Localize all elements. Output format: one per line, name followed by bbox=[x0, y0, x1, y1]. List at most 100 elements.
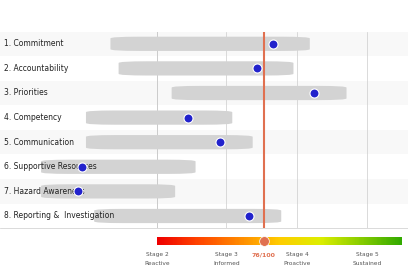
Bar bbox=[359, 237, 360, 245]
Bar bbox=[306, 237, 307, 245]
Bar bbox=[312, 237, 313, 245]
Bar bbox=[164, 237, 165, 245]
Bar bbox=[263, 237, 264, 245]
Bar bbox=[327, 237, 328, 245]
Bar bbox=[320, 237, 321, 245]
Bar bbox=[385, 237, 386, 245]
Bar bbox=[346, 237, 347, 245]
Text: Reactive: Reactive bbox=[144, 261, 170, 266]
Bar bbox=[162, 237, 163, 245]
Bar bbox=[292, 237, 293, 245]
Bar bbox=[0, 155, 408, 179]
FancyBboxPatch shape bbox=[119, 61, 293, 76]
Bar bbox=[221, 237, 222, 245]
Bar bbox=[376, 237, 377, 245]
Bar bbox=[298, 237, 299, 245]
Bar bbox=[387, 237, 388, 245]
Text: 76/100: 76/100 bbox=[252, 252, 276, 257]
Bar bbox=[392, 237, 393, 245]
Bar bbox=[290, 237, 291, 245]
Bar bbox=[368, 237, 369, 245]
Bar bbox=[282, 237, 283, 245]
Bar bbox=[277, 237, 278, 245]
Bar bbox=[187, 237, 188, 245]
Bar bbox=[401, 237, 402, 245]
Bar bbox=[242, 237, 243, 245]
Text: Stage 5: Stage 5 bbox=[356, 252, 379, 257]
Bar bbox=[186, 237, 187, 245]
Bar bbox=[377, 237, 378, 245]
Bar bbox=[206, 237, 207, 245]
Bar bbox=[305, 237, 306, 245]
Bar bbox=[280, 237, 281, 245]
Bar bbox=[386, 237, 387, 245]
Bar bbox=[219, 237, 220, 245]
Bar bbox=[397, 237, 398, 245]
Bar bbox=[328, 237, 329, 245]
Bar bbox=[317, 237, 318, 245]
Text: CultureSight Maturity: CultureSight Maturity bbox=[224, 11, 341, 20]
Bar bbox=[248, 237, 249, 245]
Bar bbox=[314, 237, 315, 245]
Bar bbox=[315, 237, 316, 245]
Bar bbox=[214, 237, 215, 245]
Bar bbox=[370, 237, 371, 245]
Bar bbox=[236, 237, 237, 245]
Bar bbox=[201, 237, 202, 245]
Bar bbox=[160, 237, 161, 245]
Bar bbox=[229, 237, 230, 245]
Text: 3. Priorities: 3. Priorities bbox=[4, 88, 48, 97]
Bar bbox=[294, 237, 295, 245]
FancyBboxPatch shape bbox=[111, 37, 310, 51]
Bar bbox=[259, 237, 260, 245]
Bar bbox=[366, 237, 367, 245]
Bar bbox=[198, 237, 199, 245]
Bar bbox=[176, 237, 177, 245]
Bar bbox=[179, 237, 180, 245]
Bar bbox=[374, 237, 375, 245]
Bar bbox=[331, 237, 332, 245]
Bar bbox=[211, 237, 212, 245]
Bar bbox=[228, 237, 229, 245]
Bar bbox=[240, 237, 241, 245]
Bar bbox=[227, 237, 228, 245]
Bar bbox=[230, 237, 231, 245]
Bar bbox=[373, 237, 374, 245]
Bar bbox=[189, 237, 190, 245]
Bar bbox=[354, 237, 355, 245]
Bar bbox=[234, 237, 235, 245]
Bar bbox=[360, 237, 361, 245]
Bar bbox=[167, 237, 168, 245]
Bar bbox=[291, 237, 292, 245]
Bar bbox=[250, 237, 251, 245]
FancyBboxPatch shape bbox=[41, 160, 195, 174]
Bar bbox=[208, 237, 209, 245]
Bar bbox=[283, 237, 284, 245]
Bar bbox=[311, 237, 312, 245]
Bar bbox=[285, 237, 286, 245]
Bar bbox=[174, 237, 175, 245]
Bar bbox=[241, 237, 242, 245]
Bar bbox=[381, 237, 382, 245]
Bar bbox=[191, 237, 192, 245]
Bar bbox=[245, 237, 246, 245]
Bar bbox=[165, 237, 166, 245]
Bar bbox=[180, 237, 181, 245]
Bar bbox=[266, 237, 267, 245]
Bar bbox=[197, 237, 198, 245]
Bar bbox=[357, 237, 358, 245]
Text: 1. Commitment: 1. Commitment bbox=[4, 39, 64, 48]
Bar bbox=[194, 237, 195, 245]
Bar bbox=[352, 237, 353, 245]
Bar bbox=[319, 237, 320, 245]
Bar bbox=[193, 237, 194, 245]
Text: 8. Reporting &  Investigation: 8. Reporting & Investigation bbox=[4, 211, 114, 221]
Bar bbox=[398, 237, 399, 245]
Bar bbox=[363, 237, 364, 245]
Bar bbox=[350, 237, 351, 245]
Bar bbox=[251, 237, 252, 245]
Bar bbox=[302, 237, 303, 245]
Bar bbox=[204, 237, 205, 245]
Bar bbox=[297, 237, 298, 245]
Bar bbox=[369, 237, 370, 245]
